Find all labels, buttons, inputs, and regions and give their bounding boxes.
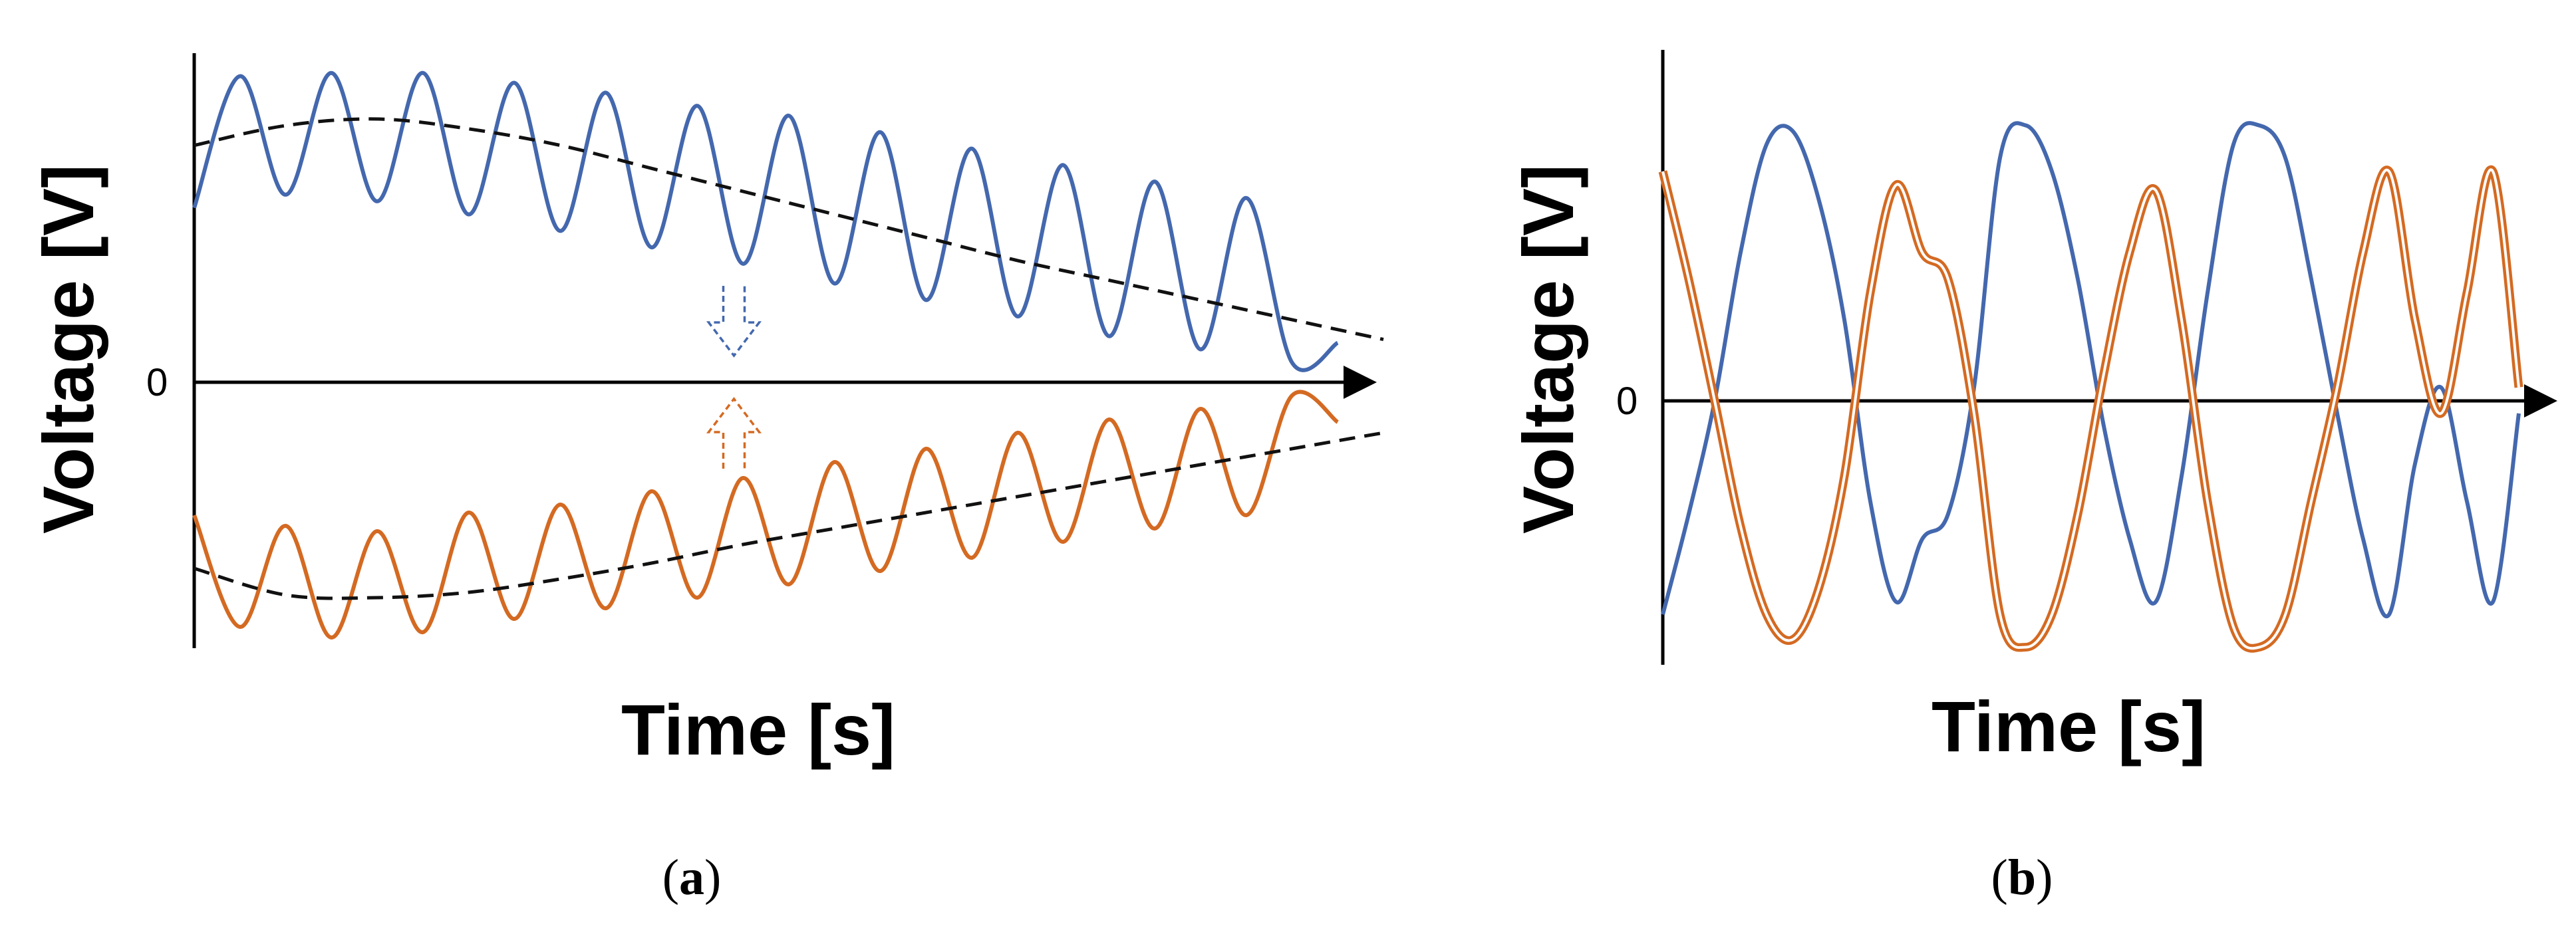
panel-b-x-axis-label: Time [s] <box>1932 686 2206 766</box>
panel-b-series-0-line <box>1661 121 2521 619</box>
panel-b-series-1-line <box>1658 165 2523 653</box>
panel-b: 0 Voltage [V] Time [s] (b) <box>1508 50 2557 905</box>
panel-a: 0 Voltage [V] Time [s] (a) <box>28 53 1384 905</box>
panel-b-series-1-line-inner <box>1661 168 2520 650</box>
panel-a-series-2-line <box>192 390 1340 640</box>
panel-a-x-axis-label: Time [s] <box>621 689 895 770</box>
panel-b-zero-tick-label: 0 <box>1616 380 1638 423</box>
panel-a-annotation-0-arrow-down <box>706 286 762 358</box>
panel-b-caption: (b) <box>1991 850 2053 905</box>
panel-b-caption-letter: b <box>2008 850 2036 905</box>
panel-a-annotation-1-arrow-up <box>706 397 762 469</box>
panel-a-caption: (a) <box>662 850 722 905</box>
panel-a-series-3-line <box>194 431 1384 600</box>
panel-a-series-1-line <box>194 117 1384 342</box>
panel-a-annotation-layer <box>706 286 762 469</box>
panel-b-series-layer <box>1658 121 2523 653</box>
panel-a-zero-tick-label: 0 <box>146 361 168 404</box>
panel-a-series-layer <box>192 70 1384 640</box>
panel-a-y-axis-label: Voltage [V] <box>28 164 108 534</box>
panel-b-y-axis-label: Voltage [V] <box>1508 164 1588 534</box>
panel-a-series-0-line <box>192 70 1339 372</box>
panel-a-caption-letter: a <box>679 850 704 905</box>
